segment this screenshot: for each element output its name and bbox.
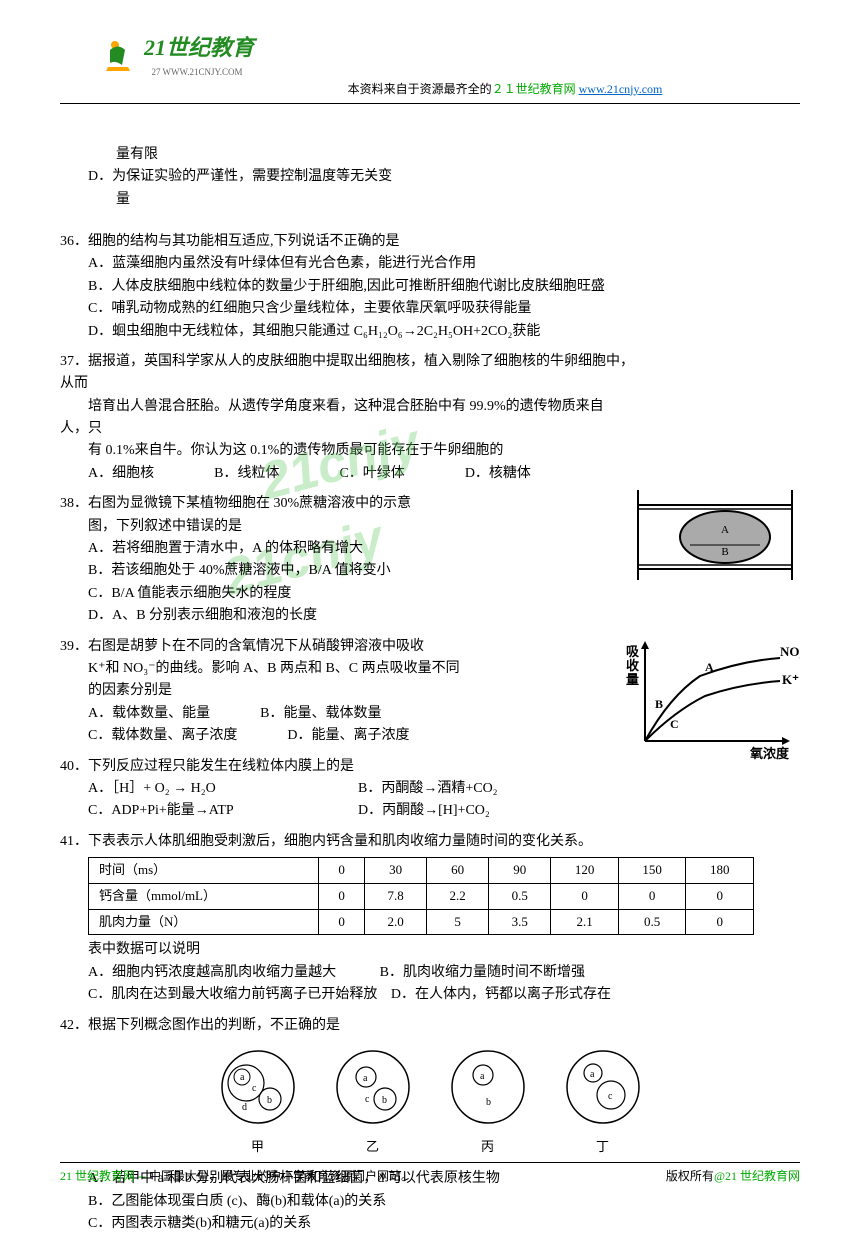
svg-text:量: 量 <box>626 672 639 687</box>
q35-continuation: 量有限 D．为保证实验的严谨性，需要控制温度等无关变 量 <box>60 144 800 211</box>
svg-text:B: B <box>655 697 663 711</box>
logo-text: 21世纪教育 <box>144 35 254 60</box>
cell-diagram-icon: A B <box>630 485 800 585</box>
svg-text:c: c <box>252 1083 257 1094</box>
svg-text:b: b <box>382 1095 387 1106</box>
svg-text:a: a <box>590 1069 595 1080</box>
q37-options: A．细胞核 B．线粒体 C．叶绿体 D．核糖体 <box>60 463 800 485</box>
svg-text:c: c <box>365 1094 370 1105</box>
venn-ding-icon: a c <box>563 1047 643 1127</box>
svg-text:收: 收 <box>626 658 640 673</box>
q36: 36．细胞的结构与其功能相互适应,下列说话不正确的是 A．蓝藻细胞内虽然没有叶绿… <box>60 231 800 343</box>
venn-jia-icon: a c b d <box>218 1047 298 1127</box>
logo-url: 27 WWW.21CNJY.COM <box>140 65 254 79</box>
venn-diagrams: a c b d 甲 a c b 乙 <box>60 1047 800 1158</box>
q40-options-row1: A．［H］+ O₂ → H₂O B．丙酮酸→酒精+CO₂ <box>60 778 800 800</box>
page-footer: 21 世纪教育网 -- 中国最大型、最专业的中小学教育资源门户网站。 版权所有@… <box>60 1162 800 1186</box>
header-divider <box>60 103 800 104</box>
q38: A B 38．右图为显微镜下某植物细胞在 30%蔗糖溶液中的示意 图，下列叙述中… <box>60 493 800 627</box>
svg-text:吸: 吸 <box>626 644 640 659</box>
q39: A B C 吸 收 量 NO₃⁻ K⁺ 氧浓度 39．右图是胡萝卜在不同的含氧情… <box>60 636 800 748</box>
page-header: 21世纪教育 27 WWW.21CNJY.COM 本资料来自于资源最齐全的２１世… <box>60 30 800 104</box>
q37: 37．据报道，英国科学家从人的皮肤细胞中提取出细胞核，植入剔除了细胞核的牛卵细胞… <box>60 351 800 485</box>
svg-text:b: b <box>486 1097 491 1108</box>
q40: 40．下列反应过程只能发生在线粒体内膜上的是 A．［H］+ O₂ → H₂O B… <box>60 756 800 823</box>
logo: 21世纪教育 27 WWW.21CNJY.COM <box>100 30 254 80</box>
svg-text:NO₃⁻: NO₃⁻ <box>780 644 800 659</box>
footer-left: 21 世纪教育网 -- 中国最大型、最专业的中小学教育资源门户网站。 <box>60 1167 413 1186</box>
svg-text:a: a <box>363 1073 368 1084</box>
q41-table: 时间（ms）0306090120150180 钙含量（mmol/mL）07.82… <box>88 857 754 935</box>
svg-text:d: d <box>242 1102 247 1113</box>
svg-text:c: c <box>608 1091 613 1102</box>
q42: 42．根据下列概念图作出的判断，不正确的是 a c b d 甲 <box>60 1015 800 1235</box>
svg-text:K⁺: K⁺ <box>782 672 799 687</box>
header-source: 本资料来自于资源最齐全的２１世纪教育网 www.21cnjy.com <box>60 80 800 99</box>
q40-options-row2: C．ADP+Pi+能量→ATP D．丙酮酸→[H]+CO₂ <box>60 800 800 822</box>
svg-text:a: a <box>240 1072 245 1083</box>
venn-bing-icon: a b <box>448 1047 528 1127</box>
absorption-graph-icon: A B C 吸 收 量 NO₃⁻ K⁺ 氧浓度 <box>620 636 800 766</box>
svg-text:C: C <box>670 717 679 731</box>
venn-yi-icon: a c b <box>333 1047 413 1127</box>
logo-icon <box>100 35 140 75</box>
q41: 41．下表表示人体肌细胞受刺激后，细胞内钙含量和肌肉收缩力量随时间的变化关系。 … <box>60 831 800 1007</box>
svg-text:A: A <box>705 660 714 674</box>
svg-text:B: B <box>721 546 728 558</box>
svg-text:氧浓度: 氧浓度 <box>749 746 790 761</box>
footer-divider <box>60 1162 800 1163</box>
svg-text:b: b <box>267 1095 272 1106</box>
svg-text:A: A <box>721 524 729 536</box>
header-link[interactable]: www.21cnjy.com <box>579 82 663 96</box>
content-area: 量有限 D．为保证实验的严谨性，需要控制温度等无关变 量 36．细胞的结构与其功… <box>60 134 800 1235</box>
footer-right: 版权所有@21 世纪教育网 <box>666 1167 800 1186</box>
svg-text:a: a <box>480 1071 485 1082</box>
